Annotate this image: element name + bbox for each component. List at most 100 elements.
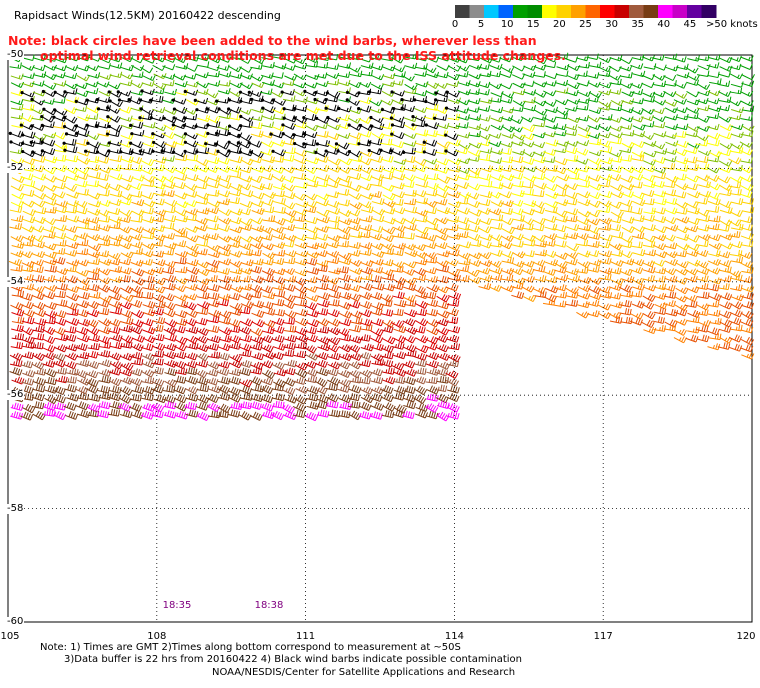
wind-barb <box>608 173 622 182</box>
wind-barb <box>42 359 56 368</box>
wind-barb <box>368 100 383 107</box>
wind-barb <box>183 108 197 115</box>
wind-barb <box>543 90 557 97</box>
wind-barb <box>280 89 295 96</box>
wind-barb <box>174 250 188 258</box>
wind-barb <box>532 259 546 267</box>
wind-barb <box>250 275 264 284</box>
wind-barb <box>358 291 372 300</box>
wind-barb <box>424 342 438 351</box>
wind-barb <box>129 233 143 241</box>
wind-barb <box>642 240 656 248</box>
wind-barb <box>653 267 666 275</box>
colorbar-swatch <box>585 5 601 18</box>
wind-barb <box>500 274 514 282</box>
wind-barb <box>337 227 351 235</box>
wind-barb <box>107 252 121 260</box>
wind-barb <box>608 116 622 123</box>
wind-barb <box>740 336 755 346</box>
wind-barb <box>467 155 480 162</box>
wind-barb <box>185 250 199 258</box>
wind-barb <box>118 183 132 191</box>
wind-barb <box>653 64 667 71</box>
wind-barb <box>21 80 35 88</box>
wind-barb <box>554 252 568 260</box>
wind-barb <box>62 138 77 146</box>
wind-barb <box>478 217 492 225</box>
wind-barb <box>249 367 263 375</box>
wind-barb <box>217 392 231 401</box>
wind-barb <box>684 146 698 154</box>
wind-barb <box>511 105 524 112</box>
wind-barb <box>315 274 329 283</box>
wind-barb <box>120 156 134 164</box>
wind-barb <box>217 88 231 95</box>
wind-barb <box>347 217 361 225</box>
wind-barb <box>382 217 396 225</box>
wind-barb <box>304 232 318 240</box>
wind-barb <box>426 319 440 328</box>
wind-barb <box>227 165 241 173</box>
wind-barb <box>305 352 319 361</box>
wind-barb <box>74 180 88 188</box>
wind-barb <box>162 301 176 311</box>
wind-barb <box>576 54 589 62</box>
wind-barb <box>424 207 437 215</box>
wind-barb <box>185 335 199 345</box>
wind-barb <box>149 95 164 103</box>
wind-barb <box>119 79 133 87</box>
wind-barb <box>642 274 655 282</box>
wind-barb <box>261 410 275 420</box>
wind-barb <box>620 316 633 325</box>
wind-barb <box>632 131 646 138</box>
wind-barb <box>206 223 219 231</box>
wind-barb <box>304 368 318 377</box>
wind-barb <box>43 368 57 378</box>
wind-barb <box>205 393 220 404</box>
wind-barb <box>96 250 109 258</box>
wind-barb <box>500 250 514 259</box>
wind-barb <box>163 326 177 335</box>
wind-barb <box>544 201 559 209</box>
wind-barb <box>630 290 643 298</box>
wind-barb <box>740 100 754 107</box>
wind-barb <box>587 123 601 131</box>
wind-barb <box>414 106 428 114</box>
wind-barb <box>706 62 720 69</box>
wind-barb <box>324 104 339 112</box>
wind-barb <box>587 232 601 240</box>
wind-barb <box>19 251 33 259</box>
wind-barb <box>87 403 101 413</box>
wind-barb <box>402 174 416 182</box>
wind-barb <box>414 300 429 309</box>
wind-barb <box>422 148 438 156</box>
footer-note-2: 3)Data buffer is 22 hrs from 20160422 4)… <box>64 654 522 665</box>
wind-barb <box>369 54 382 61</box>
wind-barb <box>54 56 68 64</box>
wind-barb <box>314 249 328 258</box>
wind-barb <box>425 173 439 181</box>
wind-barb <box>370 376 384 385</box>
x-tick-label: 120 <box>736 631 756 642</box>
wind-barb <box>10 184 24 192</box>
wind-barb <box>339 401 352 410</box>
wind-barb <box>294 368 308 379</box>
wind-barb <box>273 378 287 388</box>
wind-barb <box>673 98 687 105</box>
wind-barb <box>739 251 753 260</box>
wind-barb <box>86 273 100 281</box>
wind-barb <box>586 210 601 218</box>
wind-barb <box>294 63 308 70</box>
wind-barb <box>326 78 340 86</box>
wind-barb <box>52 385 66 395</box>
wind-barb <box>512 65 526 72</box>
wind-barb <box>66 215 80 223</box>
wind-barb <box>302 113 317 122</box>
wind-barb <box>587 265 600 273</box>
wind-barb <box>54 175 68 183</box>
wind-barb <box>380 385 394 394</box>
wind-barb <box>501 174 515 182</box>
wind-barb <box>184 208 198 216</box>
wind-barb <box>360 259 374 267</box>
wind-barb <box>129 190 143 198</box>
